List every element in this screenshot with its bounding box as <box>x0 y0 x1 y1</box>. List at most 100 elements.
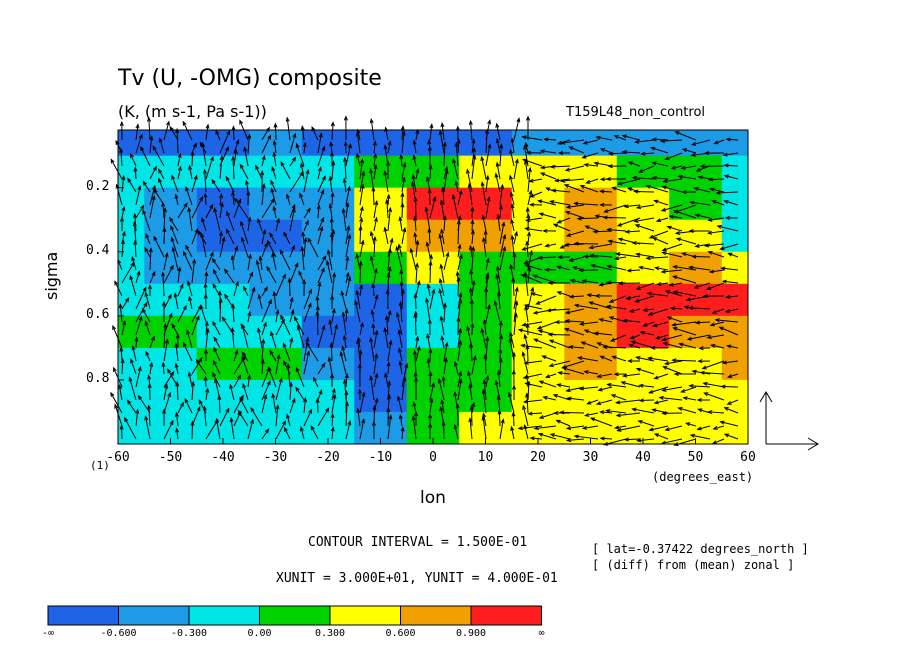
wind-vector <box>659 396 683 401</box>
wind-vector-head <box>346 224 351 231</box>
wind-vector <box>471 220 474 232</box>
wind-vector <box>614 135 627 141</box>
wind-vector <box>211 179 221 193</box>
wind-vector <box>569 256 585 262</box>
wind-vector-head <box>523 144 528 150</box>
wind-vector-head <box>484 286 489 292</box>
wind-vector <box>185 187 193 206</box>
wind-vector-head <box>256 327 261 333</box>
wind-vector <box>358 337 361 349</box>
wind-vector-head <box>674 230 681 235</box>
wind-vector-head <box>544 374 551 379</box>
wind-vector-head <box>565 426 572 431</box>
wind-vector-head <box>344 372 349 379</box>
wind-vector-head <box>566 396 572 401</box>
wind-vector <box>399 302 403 323</box>
wind-vector-head <box>722 152 728 157</box>
wind-vector-head <box>306 207 311 213</box>
wind-vector-head <box>304 219 309 225</box>
wind-vector <box>549 339 571 349</box>
wind-vector <box>359 206 364 219</box>
wind-vector <box>607 265 627 271</box>
wind-vector <box>116 184 123 206</box>
wind-vector-head <box>603 441 609 446</box>
wind-vector <box>386 316 389 336</box>
wind-vector <box>495 173 501 193</box>
wind-vector-head <box>239 163 244 169</box>
wind-vector <box>120 148 123 167</box>
heatmap-cell <box>564 379 618 413</box>
heatmap-cell <box>459 347 513 381</box>
wind-vector-head <box>280 161 285 167</box>
wind-vector <box>163 313 173 336</box>
wind-vector <box>387 310 391 323</box>
wind-vector <box>261 127 270 141</box>
wind-vector <box>565 328 585 336</box>
wind-vector-head <box>321 145 326 151</box>
wind-vector <box>528 412 543 415</box>
wind-vector-head <box>563 184 569 188</box>
wind-vector-head <box>205 327 210 333</box>
wind-vector <box>191 316 200 336</box>
wind-vector <box>135 302 148 323</box>
wind-vector-head <box>564 310 571 315</box>
wind-vector <box>145 321 151 336</box>
wind-vector <box>720 243 739 250</box>
wind-vector <box>696 165 711 172</box>
wind-vector <box>636 282 655 290</box>
wind-vector <box>152 146 165 167</box>
wind-vector <box>594 332 613 336</box>
wind-vector-head <box>193 174 198 180</box>
wind-vector <box>384 171 389 193</box>
wind-vector-head <box>688 228 694 234</box>
wind-vector-head <box>525 217 531 222</box>
wind-vector <box>641 152 655 155</box>
wind-vector-head <box>262 228 267 235</box>
wind-vector <box>470 270 473 284</box>
wind-vector-head <box>192 142 197 148</box>
wind-vector-head <box>290 308 295 315</box>
wind-vector-head <box>345 271 350 278</box>
wind-vector <box>684 306 697 310</box>
wind-vector-head <box>198 399 203 405</box>
wind-vector-head <box>202 405 207 411</box>
wind-vector <box>604 204 627 213</box>
wind-vector <box>674 438 697 446</box>
wind-vector-head <box>485 174 490 181</box>
wind-vector-head <box>699 370 705 375</box>
wind-vector <box>387 415 392 440</box>
wind-vector <box>387 248 391 271</box>
wind-vector-head <box>263 286 268 292</box>
wind-vector-head <box>627 161 633 166</box>
wind-vector <box>149 185 156 206</box>
wind-vector <box>665 425 683 431</box>
wind-vector-head <box>308 408 313 414</box>
wind-vector <box>286 414 291 427</box>
wind-vector-head <box>171 174 175 180</box>
wind-vector-head <box>538 415 544 419</box>
wind-vector-head <box>359 321 364 328</box>
heatmap-cell <box>616 155 670 189</box>
wind-vector <box>303 303 312 323</box>
wind-vector-head <box>142 286 147 292</box>
wind-vector-head <box>456 138 461 144</box>
wind-vector <box>331 414 334 427</box>
wind-vector-head <box>203 293 208 299</box>
wind-vector-head <box>328 203 333 209</box>
wind-vector <box>317 268 325 284</box>
wind-vector-head <box>174 362 179 368</box>
heatmap-cell <box>721 130 749 157</box>
wind-vector <box>612 187 627 193</box>
wind-vector <box>527 287 534 310</box>
wind-vector <box>603 346 627 349</box>
wind-vector-head <box>257 217 262 224</box>
wind-vector-head <box>384 314 389 321</box>
wind-vector <box>401 364 408 388</box>
wind-vector-head <box>237 409 242 415</box>
wind-vector-head <box>606 264 612 269</box>
wind-vector <box>177 305 187 323</box>
wind-vector-head <box>185 185 190 192</box>
wind-vector-head <box>247 310 252 317</box>
wind-vector <box>186 330 193 349</box>
wind-vector-head <box>537 432 544 437</box>
